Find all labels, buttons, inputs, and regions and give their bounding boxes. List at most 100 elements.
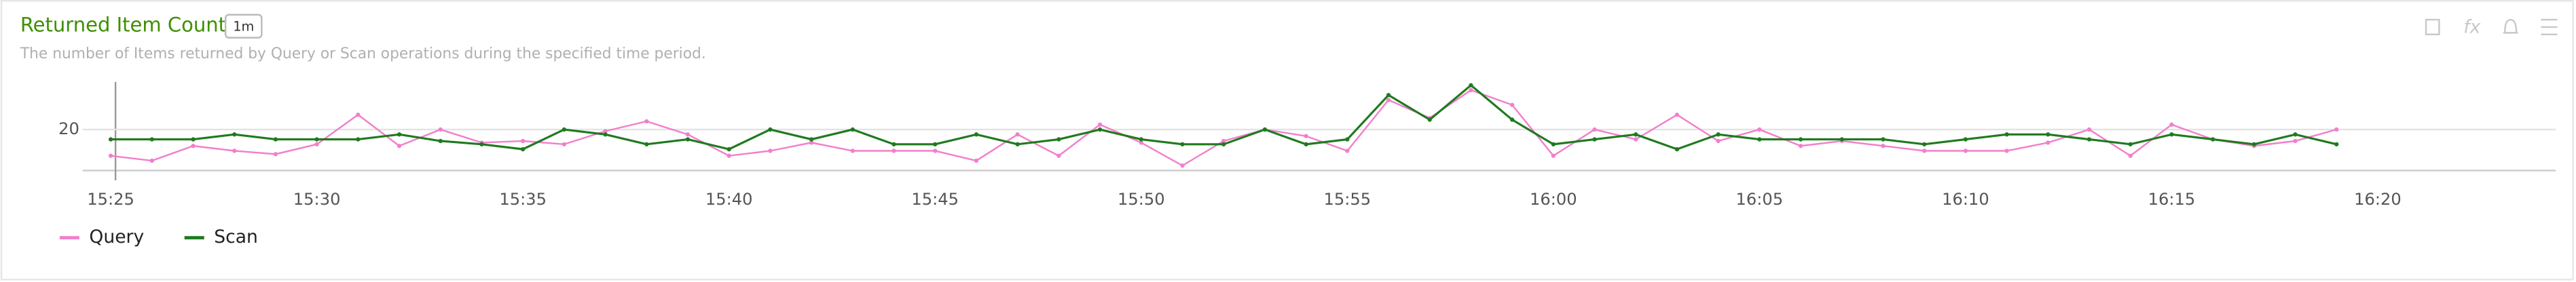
x-tick-label: 15:40 bbox=[705, 190, 753, 209]
data-point bbox=[933, 148, 938, 153]
data-point bbox=[2128, 153, 2133, 158]
data-point bbox=[2086, 127, 2092, 132]
data-point bbox=[1757, 137, 1762, 142]
data-point bbox=[1716, 132, 1721, 137]
data-point bbox=[891, 148, 896, 153]
data-point bbox=[273, 152, 278, 157]
data-point bbox=[1304, 134, 1308, 138]
data-point bbox=[232, 132, 237, 137]
data-point bbox=[1180, 142, 1185, 146]
x-tick-label: 15:25 bbox=[87, 190, 134, 209]
data-point bbox=[1345, 148, 1350, 153]
x-tick-label: 16:05 bbox=[1736, 190, 1784, 209]
data-point bbox=[768, 127, 773, 132]
data-point bbox=[2251, 142, 2257, 146]
data-point bbox=[1551, 142, 1556, 146]
data-point bbox=[2293, 132, 2298, 137]
data-point bbox=[2004, 132, 2009, 137]
data-point bbox=[809, 137, 814, 142]
data-point bbox=[1097, 127, 1103, 132]
data-point bbox=[603, 132, 608, 137]
data-point bbox=[1056, 137, 1061, 142]
legend-label: Query bbox=[89, 226, 144, 247]
data-point bbox=[1798, 137, 1803, 142]
data-point bbox=[108, 153, 113, 158]
y-tick-label: 20 bbox=[58, 119, 79, 138]
data-point bbox=[809, 140, 814, 145]
data-point bbox=[149, 158, 154, 163]
data-point bbox=[2169, 132, 2174, 137]
data-point bbox=[1469, 87, 1473, 93]
data-point bbox=[1509, 102, 1515, 107]
data-point bbox=[644, 142, 649, 146]
x-tick-label: 16:10 bbox=[1942, 190, 1989, 209]
data-point bbox=[1469, 83, 1473, 87]
data-point bbox=[685, 137, 691, 142]
data-point bbox=[2086, 137, 2092, 142]
data-point bbox=[1509, 117, 1515, 122]
data-point bbox=[1345, 137, 1350, 142]
alarm-icon[interactable] bbox=[2503, 18, 2518, 34]
data-point bbox=[1634, 137, 1638, 142]
data-point bbox=[850, 127, 855, 132]
data-point bbox=[1963, 137, 1968, 142]
data-point bbox=[273, 137, 278, 142]
data-point bbox=[974, 132, 979, 137]
menu-icon[interactable] bbox=[2541, 18, 2558, 35]
data-point bbox=[397, 132, 402, 137]
data-point bbox=[1757, 127, 1762, 132]
data-point bbox=[2128, 142, 2133, 146]
data-point bbox=[108, 137, 113, 142]
data-point bbox=[2169, 122, 2174, 127]
data-point bbox=[1015, 132, 1020, 137]
data-point bbox=[1592, 137, 1597, 142]
data-point bbox=[933, 142, 938, 146]
data-point bbox=[1015, 142, 1020, 146]
data-point bbox=[1056, 153, 1061, 158]
toolbar: fx bbox=[2425, 17, 2558, 38]
data-point bbox=[562, 142, 567, 146]
data-point bbox=[2046, 140, 2050, 145]
data-point bbox=[2293, 138, 2298, 144]
data-point bbox=[356, 137, 361, 142]
x-tick-label: 16:20 bbox=[2354, 190, 2402, 209]
data-point bbox=[2334, 127, 2339, 132]
data-point bbox=[644, 119, 649, 124]
fx-icon[interactable]: fx bbox=[2463, 17, 2480, 38]
data-point bbox=[974, 158, 979, 163]
chart-title: Returned Item Count bbox=[20, 14, 226, 37]
data-point bbox=[1922, 142, 1927, 146]
badge-box bbox=[224, 14, 263, 39]
x-tick-label: 15:35 bbox=[499, 190, 547, 209]
data-point bbox=[891, 142, 896, 146]
subtitle: The number of Items returned by Query or… bbox=[20, 45, 706, 62]
x-tick-label: 15:30 bbox=[293, 190, 341, 209]
data-point bbox=[1881, 137, 1885, 142]
data-point bbox=[397, 144, 402, 148]
data-point bbox=[1674, 113, 1680, 117]
copy-icon[interactable] bbox=[2425, 18, 2440, 35]
data-point bbox=[1839, 137, 1844, 142]
data-point bbox=[438, 127, 443, 132]
data-point bbox=[1304, 142, 1308, 146]
data-point bbox=[850, 148, 855, 153]
data-point bbox=[479, 142, 484, 146]
data-point bbox=[314, 142, 319, 146]
data-point bbox=[1716, 138, 1721, 144]
data-point bbox=[191, 137, 196, 142]
data-point bbox=[1180, 163, 1185, 168]
data-point bbox=[685, 132, 691, 137]
data-point bbox=[2046, 132, 2050, 137]
data-point bbox=[1097, 122, 1103, 127]
data-point bbox=[1798, 144, 1803, 148]
data-point bbox=[1674, 146, 1680, 152]
data-point bbox=[2004, 148, 2009, 153]
data-point bbox=[1221, 142, 1226, 146]
data-point bbox=[438, 138, 443, 144]
data-point bbox=[1963, 148, 1968, 153]
data-point bbox=[1139, 137, 1143, 142]
data-point bbox=[562, 127, 567, 132]
legend-label: Scan bbox=[214, 226, 258, 247]
data-point bbox=[1881, 144, 1885, 148]
